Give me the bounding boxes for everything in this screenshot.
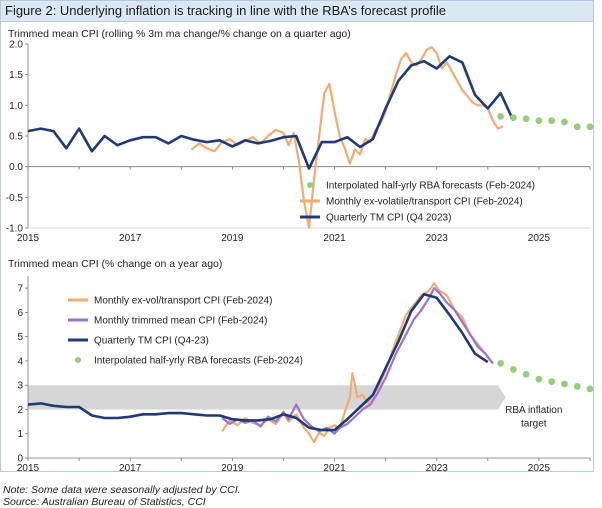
source-text: Source: Australian Bureau of Statistics,… (3, 496, 206, 508)
series-line (221, 282, 494, 444)
series-interpolated-half-yrly-rba-forecasts-feb-2024 (497, 359, 594, 393)
data-point (497, 112, 504, 120)
x-tick-label: 2025 (528, 233, 551, 244)
y-tick-label: 6 (17, 308, 23, 319)
y-tick-label: 2.0 (9, 40, 23, 51)
chart-title: Trimmed mean CPI (% change on a year ago… (8, 258, 222, 270)
series-line (27, 55, 515, 170)
chart-canvas: Trimmed mean CPI (rolling % 3m ma change… (6, 28, 594, 472)
y-tick-label: 0.0 (9, 162, 23, 173)
y-tick-label: 3 (17, 381, 23, 392)
data-point (522, 115, 530, 123)
y-tick-label: 5 (17, 332, 23, 343)
target-band-label: RBA inflation (505, 405, 562, 416)
data-point (509, 366, 517, 373)
series-quarterly-tm-cpi-q4-23 (27, 292, 489, 432)
x-tick-label: 2019 (221, 463, 244, 472)
target-band (28, 385, 506, 410)
figure-frame (0, 22, 594, 472)
series-interpolated-half-yrly-rba-forecasts-feb-2024 (497, 112, 594, 131)
x-tick-label: 2019 (221, 233, 244, 244)
y-tick-label: -1.0 (6, 224, 24, 235)
chart-title: Trimmed mean CPI (rolling % 3m ma change… (8, 28, 351, 40)
y-tick-label: 4 (17, 356, 23, 367)
y-tick-label: 1 (17, 429, 23, 440)
x-tick-label: 2017 (119, 233, 142, 244)
y-tick-label: -0.5 (6, 193, 24, 204)
y-tick-label: 7 (17, 284, 23, 295)
y-tick-label: 1.0 (9, 101, 23, 112)
data-point (509, 114, 517, 121)
chart-2: Trimmed mean CPI (% change on a year ago… (8, 258, 594, 472)
y-tick-label: 0.5 (9, 132, 23, 143)
series-monthly-trimmed-mean-cpi-feb-2024 (221, 287, 494, 435)
data-point (535, 375, 543, 383)
data-point (561, 118, 568, 126)
data-point (548, 378, 556, 385)
data-point (586, 123, 594, 131)
series-line (221, 287, 494, 435)
x-tick-label: 2015 (17, 233, 40, 244)
target-band-label: target (521, 418, 547, 429)
figure-title: Figure 2: Underlying inflation is tracki… (0, 0, 594, 22)
data-point (497, 359, 504, 367)
legend-label: Interpolated half-yrly RBA forecasts (Fe… (94, 356, 303, 367)
x-tick-label: 2015 (17, 463, 40, 472)
legend-label: Quarterly TM CPI (Q4-23) (94, 336, 209, 347)
x-tick-label: 2021 (323, 233, 346, 244)
x-tick-label: 2017 (119, 463, 142, 472)
y-tick-label: 0 (17, 454, 23, 465)
data-point (548, 117, 556, 125)
y-tick-label: 2 (17, 405, 23, 416)
x-tick-label: 2023 (426, 463, 449, 472)
legend-label: Quarterly TM CPI (Q4 2023) (326, 213, 451, 224)
x-tick-label: 2025 (528, 463, 551, 472)
legend-swatch (307, 182, 313, 188)
data-point (586, 385, 594, 393)
legend-label: Interpolated half-yrly RBA forecasts (Fe… (326, 181, 535, 192)
series-line (27, 292, 489, 432)
legend-label: Monthly ex-vol/transport CPI (Feb-2024) (94, 296, 272, 307)
data-point (561, 380, 568, 388)
legend-swatch (75, 357, 81, 363)
x-tick-label: 2023 (426, 233, 449, 244)
note-text: Note: Some data were seasonally adjusted… (3, 484, 241, 496)
data-point (535, 117, 543, 125)
legend-label: Monthly ex-volatile/transport CPI (Feb-2… (326, 197, 523, 208)
data-point (573, 123, 581, 131)
data-point (522, 370, 530, 378)
series-monthly-ex-vol-transport-cpi-feb-2024 (221, 282, 494, 444)
x-tick-label: 2021 (323, 463, 346, 472)
data-point (573, 383, 581, 390)
chart-1: Trimmed mean CPI (rolling % 3m ma change… (6, 28, 594, 244)
y-tick-label: 1.5 (9, 70, 23, 81)
series-quarterly-tm-cpi-q4-2023 (27, 55, 515, 170)
legend-label: Monthly trimmed mean CPI (Feb-2024) (94, 316, 267, 327)
